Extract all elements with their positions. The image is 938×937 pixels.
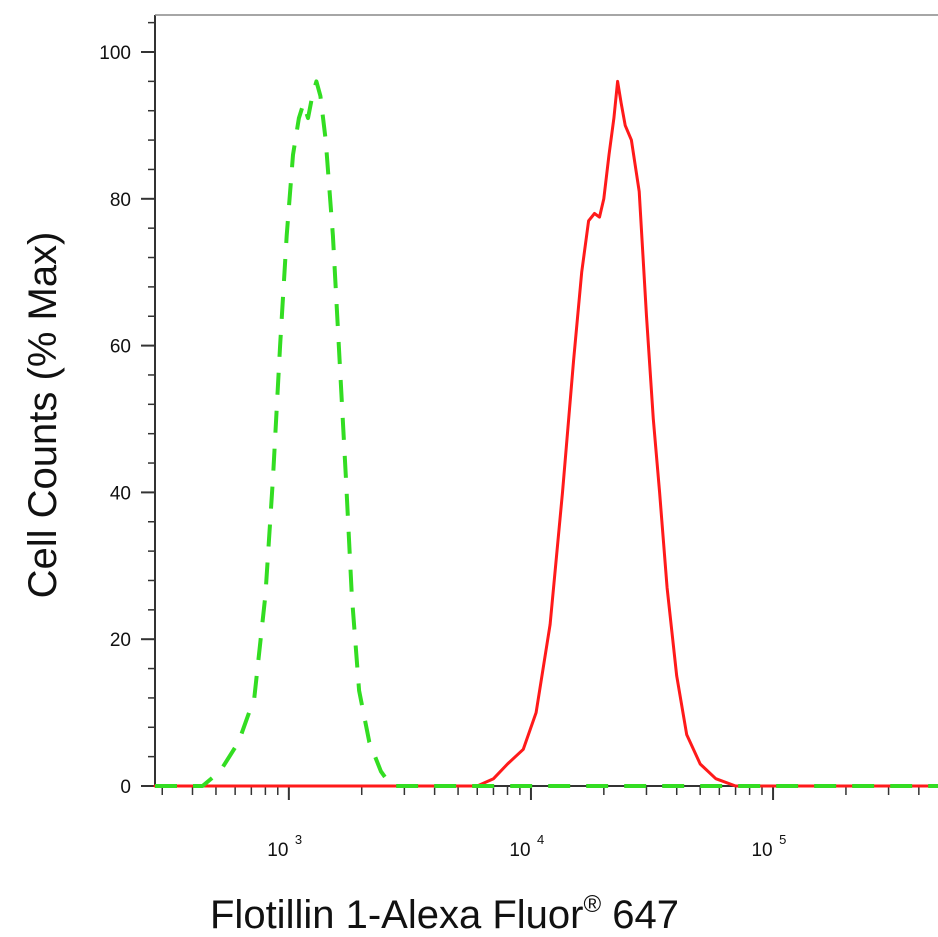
x-axis-title-main: Flotillin 1-Alexa Fluor bbox=[210, 893, 583, 937]
x-tick-exponent: 4 bbox=[537, 832, 544, 847]
x-tick-label: 10 bbox=[267, 840, 288, 861]
x-axis-title-suffix: 647 bbox=[601, 893, 679, 937]
x-axis-title-mark: ® bbox=[583, 891, 601, 918]
y-axis-ticks: 0 20 40 60 80 100 bbox=[99, 21, 155, 798]
x-tick-exponent: 3 bbox=[295, 832, 302, 847]
y-tick-label: 0 bbox=[120, 777, 131, 798]
y-tick-label: 20 bbox=[110, 630, 131, 651]
sample-histogram-line bbox=[153, 79, 938, 788]
y-axis-title: Cell Counts (% Max) bbox=[21, 232, 65, 599]
y-tick-label: 40 bbox=[110, 483, 131, 504]
x-axis-ticks: 10 3 10 4 10 5 bbox=[161, 786, 920, 861]
x-tick-label: 10 bbox=[509, 840, 530, 861]
control-histogram-line bbox=[155, 79, 938, 788]
y-tick-label: 60 bbox=[110, 337, 131, 358]
y-tick-label: 100 bbox=[99, 43, 131, 64]
plot-frame bbox=[154, 14, 938, 787]
x-axis-title: Flotillin 1-Alexa Fluor® 647 bbox=[210, 891, 679, 937]
x-tick-exponent: 5 bbox=[779, 832, 786, 847]
x-tick-label: 10 bbox=[751, 840, 772, 861]
y-tick-label: 80 bbox=[110, 190, 131, 211]
series-layer bbox=[153, 79, 938, 788]
